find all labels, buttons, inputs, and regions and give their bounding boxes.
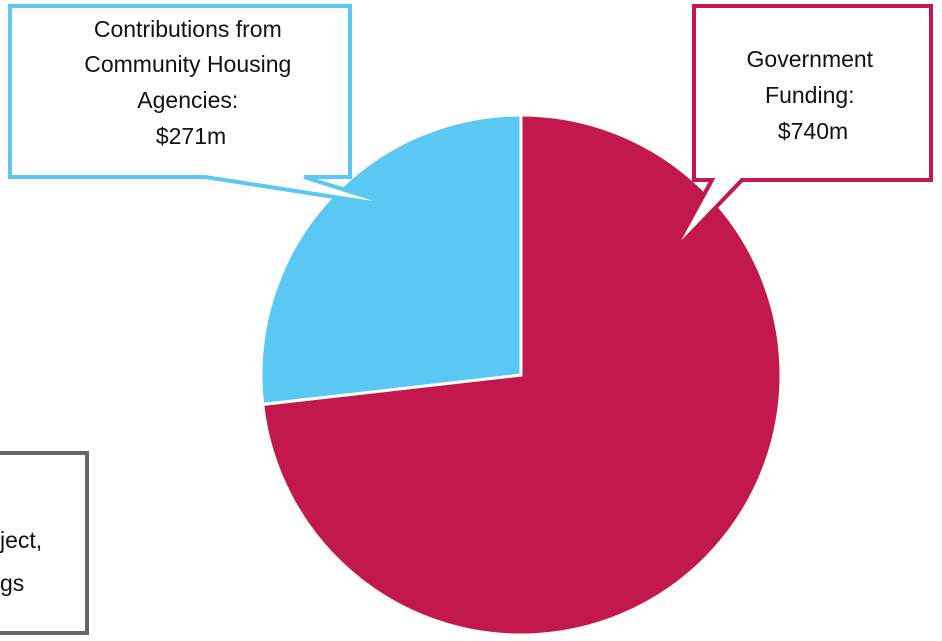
pie-slices [259,113,783,637]
partial-callout-line-2: gs [0,570,24,596]
contributions-line-3: Agencies: [137,87,238,113]
partial-callout-box [0,451,89,635]
government-funding-line-1: Government [747,46,874,72]
government-funding-callout-box [670,4,933,255]
contributions-callout-text: Contributions from Community Housing Age… [84,16,297,149]
government-funding-line-2: Funding: [765,82,855,108]
government-funding-value: $740m [778,118,848,144]
government-funding-callout: Government Funding: $740m [670,4,933,255]
contributions-value: $271m [156,123,226,149]
contributions-callout: Contributions from Community Housing Age… [8,4,400,209]
government-funding-callout-text: Government Funding: $740m [747,46,880,144]
contributions-callout-box [8,4,400,209]
partial-callout-line-1: ject, [0,527,42,553]
contributions-line-2: Community Housing [84,51,291,77]
community-housing-contributions-slice [259,113,523,407]
partial-callout-text: ject, gs [0,527,49,596]
contributions-line-1: Contributions from [94,16,282,42]
partial-callout: ject, gs [0,451,89,635]
